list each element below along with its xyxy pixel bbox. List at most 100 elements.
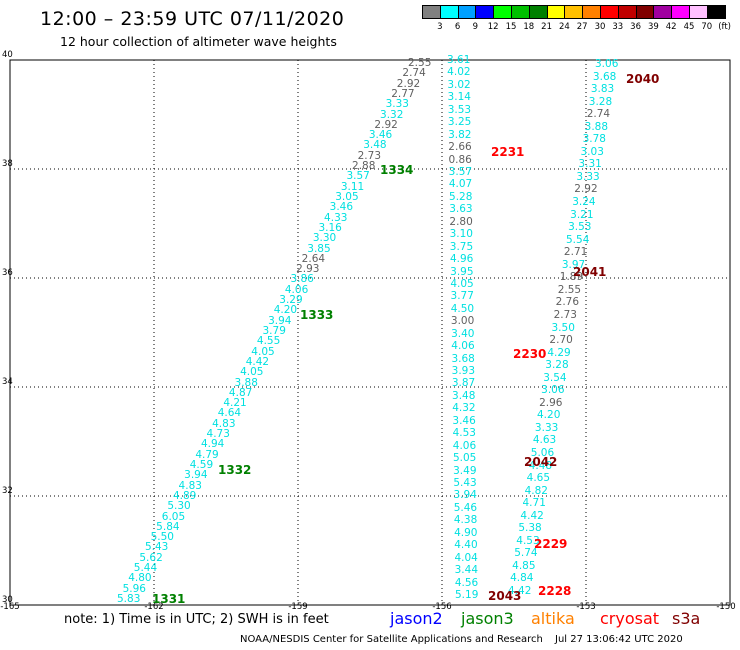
wave-height-value: 0.86 — [448, 153, 472, 166]
wave-height-value: 4.02 — [447, 66, 471, 79]
wave-height-value: 4.06 — [284, 283, 309, 296]
page-subtitle: 12 hour collection of altimeter wave hei… — [60, 34, 337, 49]
wave-height-value: 4.83 — [212, 417, 236, 430]
wave-height-value: 3.68 — [451, 352, 475, 365]
wave-height-value: 3.49 — [453, 464, 477, 477]
wave-height-value: 4.79 — [195, 448, 219, 461]
wave-height-value: 2.66 — [448, 141, 472, 154]
wave-height-value: 3.94 — [268, 314, 292, 327]
wave-height-value: 3.33 — [576, 170, 600, 183]
wave-height-value: 3.77 — [450, 290, 474, 303]
legend-label: 27 — [576, 22, 588, 32]
wave-height-value: 2.92 — [396, 77, 421, 90]
wave-height-value: 3.33 — [385, 98, 409, 111]
legend-swatch — [706, 5, 726, 19]
wave-height-value: 2.71 — [563, 246, 588, 259]
wave-height-value: 4.21 — [223, 397, 247, 410]
wave-height-value: 2.77 — [391, 87, 415, 100]
wave-height-value: 3.06 — [541, 384, 565, 397]
wave-height-value: 3.78 — [582, 133, 606, 146]
satellite-s3a: s3a — [672, 609, 701, 628]
wave-height-value: 3.31 — [578, 158, 602, 171]
legend-label: 12 — [487, 22, 499, 32]
wave-height-value: 3.02 — [447, 78, 471, 91]
wave-height-value: 4.06 — [452, 439, 477, 452]
wave-height-value: 4.48 — [528, 459, 553, 472]
plot-border — [9, 59, 731, 606]
wave-height-value: 3.46 — [329, 201, 354, 214]
legend-label: 33 — [612, 22, 624, 32]
wave-height-value: 4.80 — [128, 572, 152, 585]
legend-label: 70 — [701, 22, 713, 32]
wave-height-value: 5.44 — [133, 562, 158, 575]
wave-height-value: 3.50 — [551, 321, 575, 334]
wave-height-value: 4.05 — [240, 366, 264, 379]
wave-height-value: 3.05 — [335, 191, 359, 203]
wave-height-value: 5.74 — [514, 547, 538, 560]
pass-label: 1332 — [218, 463, 252, 477]
wave-height-value: 3.87 — [451, 377, 476, 390]
wave-height-value: 5.28 — [449, 190, 473, 203]
wave-height-value: 3.25 — [447, 116, 472, 129]
wave-height-value: 2.96 — [539, 396, 563, 409]
wave-height-value: 3.54 — [543, 371, 567, 384]
wave-height-value: 5.96 — [122, 582, 146, 595]
wave-height-value: 3.46 — [368, 129, 393, 142]
wave-height-value: 4.07 — [448, 178, 473, 191]
wave-height-value: 5.43 — [144, 541, 169, 554]
legend-label: 9 — [472, 22, 479, 32]
wave-height-value: 4.89 — [172, 489, 197, 502]
wave-height-value: 2.55 — [557, 283, 582, 296]
wave-height-value: 4.04 — [454, 551, 478, 564]
pass-label: 1333 — [300, 308, 334, 322]
wave-height-value: 4.53 — [452, 427, 476, 440]
wave-height-value: 3.24 — [572, 196, 596, 209]
x-axis-label: -153 — [576, 602, 596, 612]
wave-height-value: 4.20 — [273, 304, 298, 317]
wave-height-value: 3.82 — [448, 128, 472, 141]
x-axis-label: -150 — [716, 602, 736, 612]
wave-height-value: 5.83 — [117, 593, 141, 605]
wave-height-value: 4.29 — [547, 346, 571, 359]
wave-height-value: 3.68 — [592, 70, 617, 83]
wave-height-value: 3.53 — [568, 221, 592, 234]
wave-height-value: 4.73 — [206, 428, 230, 441]
wave-height-value: 2.70 — [549, 334, 573, 347]
wave-height-value: 3.88 — [584, 120, 609, 133]
wave-height-value: 3.46 — [452, 414, 476, 427]
legend-label: 6 — [454, 22, 461, 32]
wave-height-value: 3.61 — [447, 54, 471, 66]
legend-label: 18 — [523, 22, 535, 32]
y-axis-label: 30 — [2, 595, 13, 605]
wave-height-value: 2.92 — [374, 118, 398, 131]
wave-height-value: 3.48 — [363, 139, 387, 152]
wave-height-value: 4.56 — [454, 576, 479, 589]
wave-height-value: 4.06 — [451, 340, 475, 353]
legend-label: 45 — [683, 22, 695, 32]
wave-height-value: 3.93 — [451, 365, 476, 378]
satellite-cryosat: cryosat — [600, 609, 660, 628]
grid-lines — [10, 60, 730, 605]
pass-label: 2041 — [573, 265, 607, 279]
wave-height-value: 3.11 — [340, 180, 365, 193]
y-axis-label: 40 — [2, 50, 13, 60]
wave-height-value: 5.30 — [167, 500, 191, 513]
legend-label: 30 — [594, 22, 606, 32]
pass-label: 2228 — [538, 584, 572, 598]
wave-height-value: 3.03 — [580, 145, 604, 158]
wave-height-value: 4.96 — [449, 253, 474, 266]
wave-height-value: 3.32 — [380, 108, 404, 121]
wave-height-value: 3.21 — [570, 208, 594, 221]
wave-height-value: 3.57 — [448, 165, 473, 178]
pass-label: 2042 — [524, 455, 558, 469]
wave-height-value: 3.29 — [279, 294, 303, 307]
wave-height-value: 3.28 — [588, 95, 613, 108]
wave-height-value: 5.62 — [139, 551, 163, 564]
wave-height-value: 3.10 — [449, 228, 473, 241]
wave-height-value: 3.30 — [312, 232, 337, 245]
wave-height-value: 4.33 — [324, 211, 348, 224]
wave-height-value: 1.89 — [559, 271, 584, 284]
wave-height-value: 2.64 — [301, 252, 326, 265]
wave-height-value: 3.48 — [452, 389, 476, 402]
wave-height-value: 2.73 — [553, 308, 577, 321]
